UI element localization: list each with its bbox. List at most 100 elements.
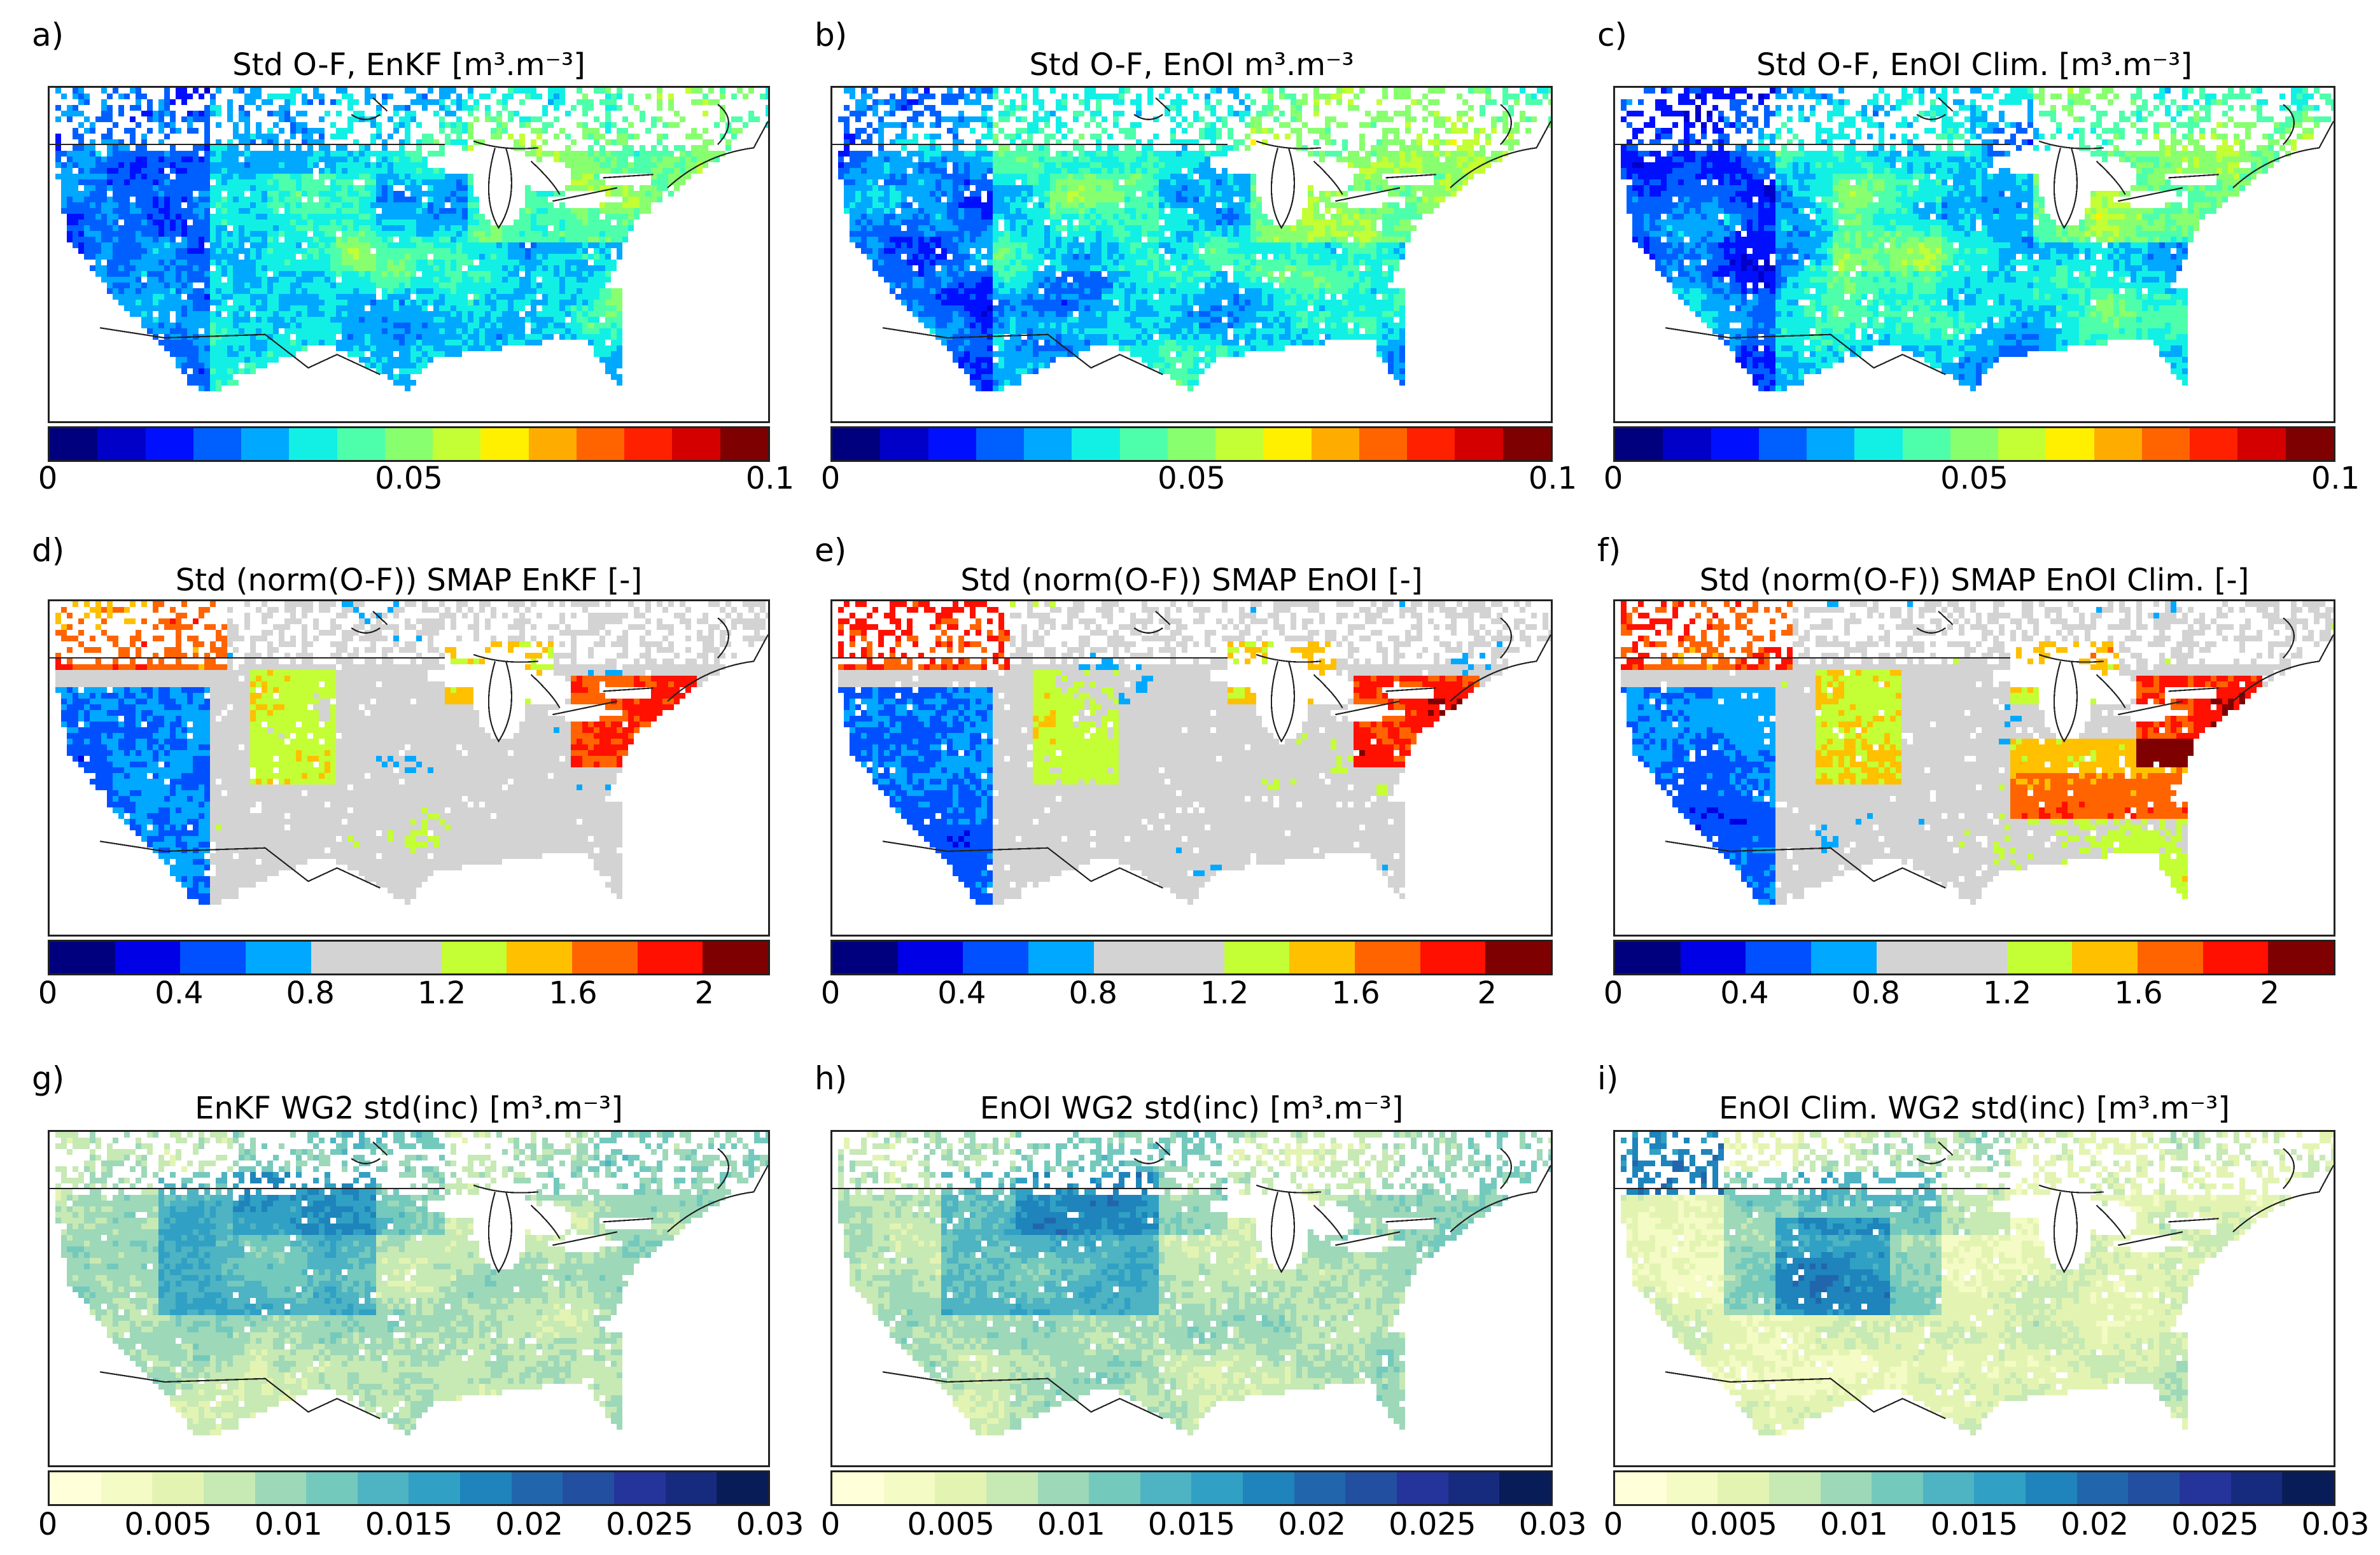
colorbar-tick-label: 0 [821,978,841,1008]
colorbar-segment [832,428,881,460]
heatmap-cells [55,601,768,905]
colorbar-segment [1407,428,1455,460]
colorbar-tick-label: 0.025 [2171,1509,2258,1540]
colorbar-segment [880,428,928,460]
colorbar-tick-label: 0.005 [124,1509,211,1540]
heatmap-map [1613,599,2335,937]
colorbar-segment [572,942,638,973]
colorbar-tick-label: 0.05 [1158,463,1226,494]
heatmap-cells [1621,88,2334,391]
panel-label: c) [1597,19,1627,51]
colorbar-segment [384,428,433,460]
colorbar-segment [101,1472,153,1504]
colorbar [48,1470,770,1506]
colorbar-segment [289,428,337,460]
colorbar-tick-label: 0.02 [1278,1509,1346,1540]
colorbar-segment [2026,1472,2077,1504]
colorbar-segment [507,942,573,973]
colorbar-segment [255,1472,307,1504]
colorbar-segment [433,428,481,460]
colorbar-tick-label: 1.6 [2114,978,2162,1008]
colorbar-tick-label: 1.2 [1983,978,2031,1008]
heatmap-cells [838,88,1551,391]
colorbar-segment [306,1472,358,1504]
panel-label: f) [1597,534,1621,566]
colorbar-segment [2268,942,2334,973]
colorbar-segment [1876,942,1942,973]
colorbar-tick-label: 0.8 [1852,978,1900,1008]
colorbar-tick-label: 0.025 [1389,1509,1476,1540]
colorbar-segment [1089,1472,1140,1504]
colorbar-segment [245,942,311,973]
colorbar-tick-label: 0 [1604,1509,1623,1540]
colorbar-segment [311,942,377,973]
colorbar-segment [2006,942,2073,973]
colorbar-segment [1974,1472,2026,1504]
colorbar-segment [897,942,963,973]
heatmap-cells [1621,1132,2334,1435]
colorbar-segment [1810,942,1877,973]
colorbar [1613,1470,2335,1506]
colorbar-segment [935,1472,986,1504]
heatmap-map [830,86,1553,423]
colorbar-tick-label: 0.05 [1940,463,2008,494]
heatmap-map [830,599,1553,937]
colorbar [48,426,770,462]
panel-label: b) [815,19,847,51]
colorbar-segment [1345,1472,1397,1504]
colorbar-segment [1666,1472,1718,1504]
panel-label: d) [32,534,64,566]
colorbar-segment [720,428,768,460]
colorbar-segment [1680,942,1746,973]
colorbar-segment [1355,942,1420,973]
colorbar-tick-label: 0 [38,463,58,494]
heatmap-map [1613,1130,2335,1467]
colorbar-segment [1243,1472,1294,1504]
colorbar-segment [1119,428,1168,460]
colorbar-tick-label: 0.4 [1720,978,1768,1008]
colorbar-tick-label: 2 [2260,978,2280,1008]
colorbar-tick-label: 0.4 [155,978,203,1008]
colorbar-segment [1615,942,1681,973]
colorbar-segment [1902,428,1950,460]
colorbar-segment [1397,1472,1448,1504]
colorbar-segment [2202,942,2269,973]
colorbar-tick-label: 0.05 [375,463,443,494]
colorbar [1613,426,2335,462]
colorbar-tick-label: 0.01 [255,1509,323,1540]
colorbar-segment [203,1472,255,1504]
colorbar-segment [832,942,898,973]
colorbar-segment [976,428,1025,460]
colorbar-tick-label: 0.015 [1931,1509,2018,1540]
country-borders [1615,97,2334,375]
country-borders [832,97,1551,375]
colorbar-segment [50,1472,101,1504]
colorbar-segment [1807,428,1855,460]
colorbar [830,940,1553,975]
panel-label: g) [32,1063,64,1094]
colorbar-segment [241,428,290,460]
colorbar-segment [1820,1472,1872,1504]
colorbar-segment [1294,1472,1346,1504]
panel-title: Std (norm(O-F)) SMAP EnKF [-] [48,565,770,596]
colorbar-segment [1615,428,1663,460]
colorbar-tick-label: 0 [821,463,841,494]
colorbar-segment [145,428,193,460]
heatmap-cells [838,601,1551,905]
colorbar-tick-label: 0.015 [1148,1509,1235,1540]
colorbar-segment [1615,1472,1667,1504]
panel-label: i) [1597,1063,1618,1094]
panel-title: Std O-F, EnKF [m³.m⁻³] [48,50,770,80]
colorbar-segment [883,1472,935,1504]
colorbar-segment [1998,428,2047,460]
colorbar-tick-label: 1.6 [549,978,597,1008]
colorbar [48,940,770,975]
heatmap-map [48,86,770,423]
colorbar-segment [717,1472,768,1504]
heatmap-cells [55,1132,768,1435]
colorbar-tick-label: 2 [695,978,715,1008]
colorbar-segment [637,942,703,973]
colorbar-segment [1167,428,1216,460]
colorbar-segment [665,1472,717,1504]
colorbar-segment [1191,1472,1243,1504]
